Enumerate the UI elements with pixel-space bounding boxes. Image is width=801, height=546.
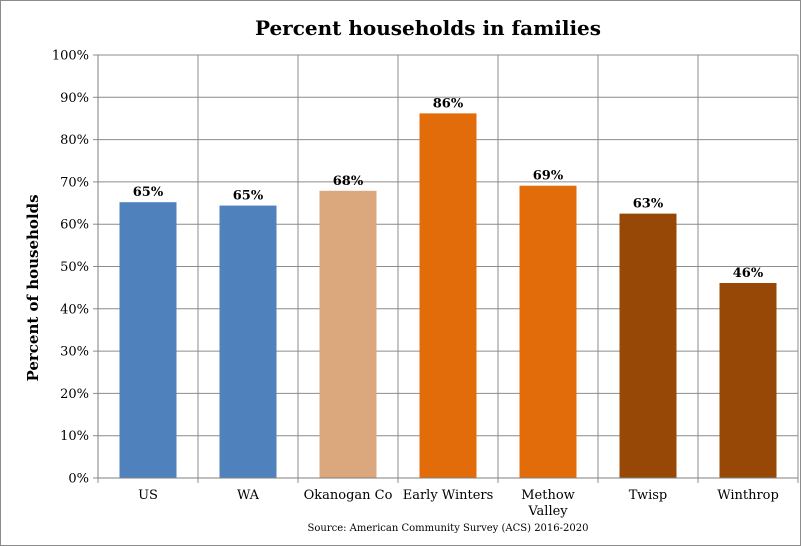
data-label: 46%: [733, 266, 764, 281]
chart-title: Percent households in families: [255, 16, 601, 40]
y-tick-label: 20%: [60, 387, 89, 402]
y-tick-label: 0%: [68, 472, 89, 487]
y-tick-label: 60%: [60, 218, 89, 233]
data-labels: 65% 65% 68% 86% 69% 63% 46%: [133, 96, 764, 281]
data-label: 65%: [233, 189, 264, 204]
x-tick-label: Methow Valley: [521, 488, 575, 519]
x-tick-label: Winthrop: [717, 488, 779, 503]
data-label: 86%: [433, 96, 464, 111]
x-tick-label: Okanogan Co: [304, 488, 393, 503]
x-tick-label: WA: [237, 488, 260, 503]
y-tick-label: 90%: [60, 91, 89, 106]
data-label: 68%: [333, 174, 364, 189]
x-tick-label: Twisp: [629, 488, 668, 503]
y-tick-label: 10%: [60, 429, 89, 444]
bar: [519, 185, 577, 478]
x-tick-label: US: [138, 488, 158, 503]
bars: [119, 113, 777, 479]
bar: [319, 190, 377, 478]
data-label: 69%: [533, 169, 564, 184]
bar: [619, 213, 677, 478]
y-tick-label: 30%: [60, 345, 89, 360]
y-tick-label: 100%: [52, 49, 89, 64]
y-tick-label: 40%: [60, 302, 89, 317]
x-tick-label: Early Winters: [403, 488, 494, 503]
y-axis-label: Percent of households: [24, 194, 42, 381]
source-note: Source: American Community Survey (ACS) …: [308, 523, 589, 534]
bar: [419, 113, 477, 479]
bar: [719, 282, 777, 478]
bar: [119, 202, 177, 479]
data-label: 63%: [633, 197, 664, 212]
bar: [219, 205, 277, 478]
axes: 0% 10% 20% 30% 40% 50% 60% 70% 80% 90% 100% US WA Oka…: [52, 49, 799, 519]
y-tick-label: 50%: [60, 260, 89, 275]
y-tick-label: 80%: [60, 133, 89, 148]
y-tick-label: 70%: [60, 175, 89, 190]
data-label: 65%: [133, 185, 164, 200]
